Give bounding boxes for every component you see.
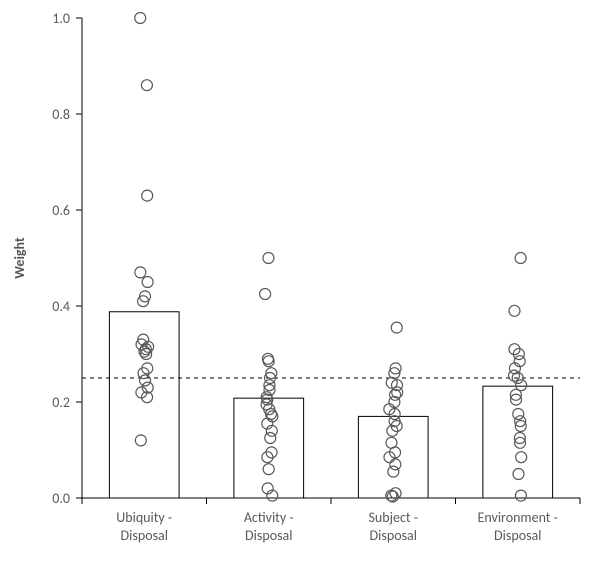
data-point [262, 452, 273, 463]
category-label-subject-line2: Disposal [370, 527, 417, 544]
data-point [513, 409, 524, 420]
data-point [135, 267, 146, 278]
data-point [135, 435, 146, 446]
data-point [387, 425, 398, 436]
data-point [263, 253, 274, 264]
data-point [138, 368, 149, 379]
category-label-environment: Environment - [478, 509, 558, 526]
data-point [509, 370, 520, 381]
data-point [513, 469, 524, 480]
data-point [263, 464, 274, 475]
data-point [516, 452, 527, 463]
y-tick-label: 0.2 [52, 394, 70, 411]
data-point [142, 190, 153, 201]
data-point [388, 466, 399, 477]
y-tick-label: 0.8 [52, 106, 70, 123]
category-label-activity: Activity - [244, 509, 294, 526]
category-label-ubiquity-line2: Disposal [121, 527, 168, 544]
y-axis-label: Weight [11, 237, 28, 279]
data-point [509, 344, 520, 355]
bar-environment [483, 386, 553, 498]
data-point [142, 363, 153, 374]
category-label-subject: Subject - [368, 509, 418, 526]
category-label-activity-line2: Disposal [245, 527, 292, 544]
data-point [260, 289, 271, 300]
data-point [265, 433, 276, 444]
data-point [509, 305, 520, 316]
data-point [142, 277, 153, 288]
data-point [391, 322, 402, 333]
data-point [266, 447, 277, 458]
data-point [135, 13, 146, 24]
data-point [140, 375, 151, 386]
data-point [390, 459, 401, 470]
data-point [515, 490, 526, 501]
data-point [264, 380, 275, 391]
data-point [141, 80, 152, 91]
data-point [390, 488, 401, 499]
y-tick-label: 0.4 [52, 298, 70, 315]
category-label-environment-line2: Disposal [494, 527, 541, 544]
data-point [515, 253, 526, 264]
y-tick-label: 1.0 [52, 10, 70, 27]
y-tick-label: 0.0 [52, 490, 70, 507]
y-tick-label: 0.6 [52, 202, 70, 219]
category-label-ubiquity: Ubiquity - [116, 509, 172, 526]
